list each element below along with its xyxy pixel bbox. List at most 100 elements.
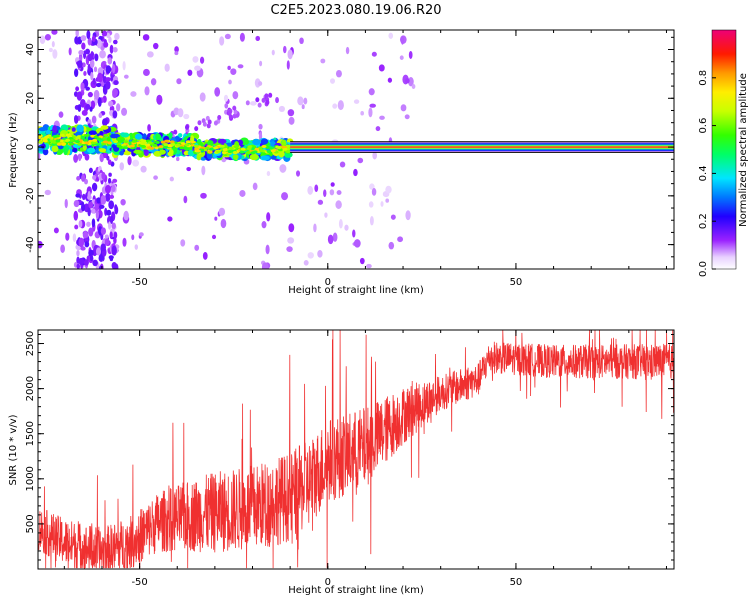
- noise-blob: [278, 105, 285, 112]
- spectrogram-y-axis-label: Frequency (Hz): [8, 112, 19, 188]
- noise-column-blob: [80, 82, 85, 90]
- noise-column-blob: [101, 171, 106, 180]
- signal-core-blob: [215, 150, 221, 154]
- x-tick-label: 50: [510, 277, 523, 288]
- signal-blob: [87, 147, 96, 154]
- signal-core-blob: [113, 140, 119, 144]
- noise-column-blob: [91, 208, 96, 214]
- signal-core-blob: [285, 149, 291, 153]
- noise-column-blob: [80, 246, 86, 251]
- noise-blob: [404, 114, 410, 120]
- streak-blob: [194, 126, 199, 132]
- noise-column-blob: [87, 53, 93, 62]
- x-tick-label: 50: [510, 577, 523, 588]
- y-tick-label: 2000: [25, 376, 36, 401]
- signal-core-blob: [154, 140, 160, 144]
- snr-plot-area: [38, 330, 674, 569]
- noise-column-blob: [89, 106, 93, 112]
- noise-blob: [353, 168, 358, 177]
- signal-core-blob: [96, 137, 102, 141]
- signal-core-blob: [254, 147, 260, 151]
- noise-blob: [330, 182, 335, 187]
- noise-blob: [122, 237, 127, 247]
- signal-blob: [120, 132, 130, 138]
- noise-blob: [353, 99, 360, 104]
- noise-column-blob: [104, 234, 109, 239]
- signal-core-blob: [282, 147, 288, 151]
- noise-blob: [169, 176, 174, 182]
- signal-blob: [52, 125, 58, 134]
- noise-blob: [53, 227, 59, 234]
- noise-column-blob: [108, 100, 114, 107]
- noise-column-blob: [81, 42, 86, 50]
- noise-blob: [360, 110, 364, 116]
- noise-blob: [143, 68, 150, 77]
- y-tick-label: 2500: [25, 331, 36, 356]
- signal-core-blob: [129, 144, 135, 148]
- colorbar-tick-label: 0.4: [698, 165, 709, 181]
- noise-blob: [223, 94, 229, 102]
- signal-blob: [72, 147, 78, 153]
- noise-blob: [281, 192, 289, 201]
- colorbar-gradient: [711, 29, 737, 270]
- noise-column-blob: [111, 245, 117, 256]
- streak-blob: [233, 109, 238, 115]
- tone-band: [290, 146, 674, 148]
- noise-column-blob: [80, 35, 87, 42]
- signal-core-blob: [107, 141, 113, 145]
- spectrogram-panel: -50 0 50 -40 -20 0 20 40 Height of straight lin…: [8, 29, 675, 296]
- signal-blob: [283, 151, 293, 158]
- signal-core-blob: [188, 146, 194, 150]
- noise-blob: [99, 50, 106, 59]
- noise-blob: [299, 37, 304, 45]
- noise-blob: [164, 63, 170, 72]
- y-tick-label: 0: [25, 144, 36, 150]
- signal-core-blob: [232, 151, 238, 155]
- noise-blob: [224, 33, 231, 40]
- y-tick-label: 40: [25, 43, 36, 56]
- streak-blob: [202, 121, 207, 127]
- noise-column-blob: [112, 110, 118, 119]
- signal-core-blob: [222, 148, 228, 152]
- noise-blob: [337, 100, 344, 111]
- colorbar-tick-label: 0.8: [698, 70, 709, 86]
- noise-column-blob: [73, 210, 79, 221]
- noise-blob: [130, 91, 137, 97]
- noise-column-blob: [99, 153, 104, 163]
- signal-blob: [51, 145, 59, 153]
- noise-column-blob: [98, 204, 105, 209]
- signal-blob: [249, 153, 259, 161]
- noise-blob: [368, 88, 375, 96]
- noise-column-blob: [94, 53, 99, 62]
- noise-blob: [261, 262, 269, 269]
- spectrogram-plot-area: [38, 30, 674, 269]
- noise-blob: [324, 212, 328, 218]
- noise-column-blob: [96, 82, 102, 88]
- noise-column-blob: [81, 174, 86, 182]
- noise-blob: [265, 244, 270, 255]
- y-tick-label: 1000: [25, 466, 36, 491]
- y-tick-label: 500: [25, 514, 36, 533]
- noise-blob: [314, 184, 319, 193]
- noise-blob: [387, 77, 393, 83]
- streak-blob: [255, 97, 260, 103]
- streak-blob: [213, 120, 218, 126]
- spectrogram-frame: [37, 29, 675, 270]
- noise-column-blob: [106, 155, 110, 161]
- noise-column-blob: [91, 115, 97, 124]
- noise-blob: [183, 113, 190, 120]
- signal-core-blob: [93, 135, 99, 139]
- noise-blob: [335, 69, 342, 78]
- noise-blob: [353, 239, 361, 248]
- noise-blob: [78, 153, 82, 162]
- noise-blob: [38, 152, 41, 160]
- signal-core-blob: [52, 135, 58, 139]
- noise-column-blob: [75, 30, 79, 38]
- noise-blob: [199, 56, 205, 64]
- noise-blob: [150, 78, 157, 86]
- snr-panel: -50 0 50 500 1000 1500 2000 2500 Height of stra…: [8, 329, 675, 596]
- snr-series-line: [38, 330, 674, 569]
- noise-column-blob: [114, 204, 118, 211]
- noise-blob: [202, 252, 208, 260]
- noise-blob: [408, 76, 414, 87]
